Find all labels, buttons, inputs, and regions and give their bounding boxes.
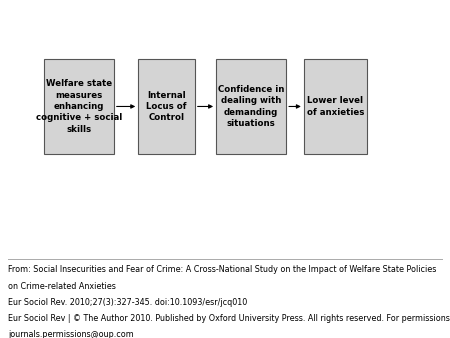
Bar xyxy=(44,59,113,154)
Text: on Crime-related Anxieties: on Crime-related Anxieties xyxy=(8,282,116,291)
Text: Internal
Locus of
Control: Internal Locus of Control xyxy=(146,91,187,122)
Text: Eur Sociol Rev. 2010;27(3):327-345. doi:10.1093/esr/jcq010: Eur Sociol Rev. 2010;27(3):327-345. doi:… xyxy=(8,298,248,307)
Bar xyxy=(139,59,194,154)
Text: From: Social Insecurities and Fear of Crime: A Cross-National Study on the Impac: From: Social Insecurities and Fear of Cr… xyxy=(8,265,436,274)
Text: journals.permissions@oup.com: journals.permissions@oup.com xyxy=(8,330,134,338)
Bar xyxy=(216,59,286,154)
Text: Confidence in
dealing with
demanding
situations: Confidence in dealing with demanding sit… xyxy=(218,85,284,128)
Text: Eur Sociol Rev | © The Author 2010. Published by Oxford University Press. All ri: Eur Sociol Rev | © The Author 2010. Publ… xyxy=(8,314,450,323)
Bar xyxy=(304,59,367,154)
Text: Lower level
of anxieties: Lower level of anxieties xyxy=(306,96,364,117)
Text: Welfare state
measures
enhancing
cognitive + social
skills: Welfare state measures enhancing cogniti… xyxy=(36,79,122,134)
